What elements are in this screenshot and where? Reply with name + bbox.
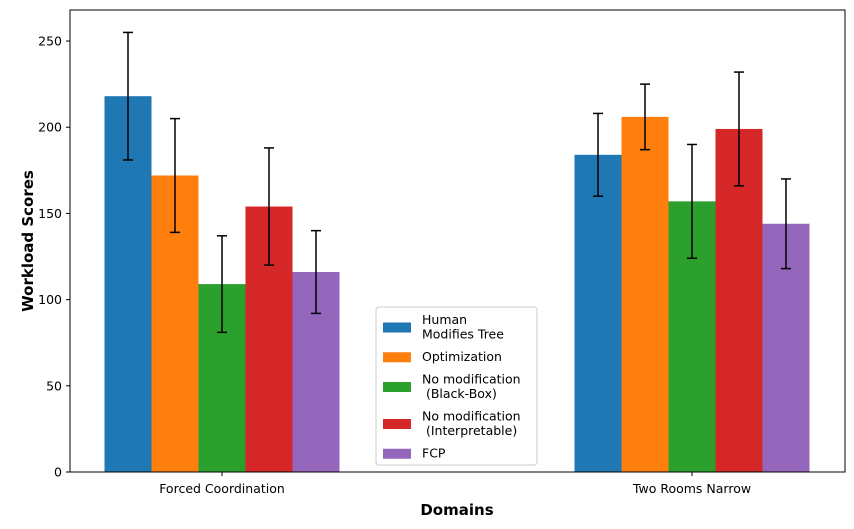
error-bar: [311, 229, 321, 315]
legend-swatch: [383, 352, 411, 363]
legend-label: Optimization: [422, 349, 502, 364]
error-bar: [734, 71, 744, 187]
error-bar: [687, 143, 697, 259]
bar: [574, 154, 622, 472]
legend-label: Human Modifies Tree: [422, 312, 504, 342]
y-tick-label: 250: [38, 34, 62, 49]
bars-layer: [104, 96, 810, 472]
legend-label: No modification (Interpretable): [422, 409, 521, 439]
x-axis: Forced Coordination Two Rooms Narrow: [159, 472, 751, 496]
legend-label: FCP: [422, 446, 446, 461]
bar: [621, 116, 669, 472]
plot-frame: [69, 9, 846, 473]
error-bar: [123, 31, 133, 161]
legend-item: Optimization: [383, 349, 502, 364]
legend-swatch: [383, 382, 411, 392]
y-tick-label: 150: [38, 206, 62, 221]
x-tick-label: Two Rooms Narrow: [632, 481, 751, 496]
y-axis-label: Workload Scores: [19, 170, 37, 312]
legend-swatch: [383, 322, 411, 333]
legend-swatch: [383, 419, 411, 429]
x-tick-label: Forced Coordination: [159, 481, 285, 496]
y-axis: 0 50 100 150 200 250: [38, 34, 70, 480]
error-bar: [593, 112, 603, 197]
legend: Human Modifies Tree Optimization No modific…: [375, 306, 538, 466]
error-bars-layer: [123, 31, 791, 334]
y-tick-label: 100: [38, 292, 62, 307]
x-axis-label: Domains: [420, 501, 493, 519]
error-bar: [781, 178, 791, 270]
legend-item: FCP: [383, 446, 446, 461]
error-bar: [170, 117, 180, 234]
legend-box: [375, 306, 538, 466]
error-bar: [217, 235, 227, 334]
y-tick-label: 50: [46, 378, 62, 393]
legend-swatch: [383, 448, 411, 459]
legend-item: Human Modifies Tree: [383, 312, 504, 342]
error-bar: [264, 147, 274, 266]
legend-label: No modification (Black-Box): [422, 372, 521, 402]
y-tick-label: 200: [38, 120, 62, 135]
legend-item: No modification (Interpretable): [383, 409, 521, 439]
legend-item: No modification (Black-Box): [383, 372, 521, 402]
error-bar: [640, 83, 650, 151]
y-tick-label: 0: [54, 465, 62, 480]
